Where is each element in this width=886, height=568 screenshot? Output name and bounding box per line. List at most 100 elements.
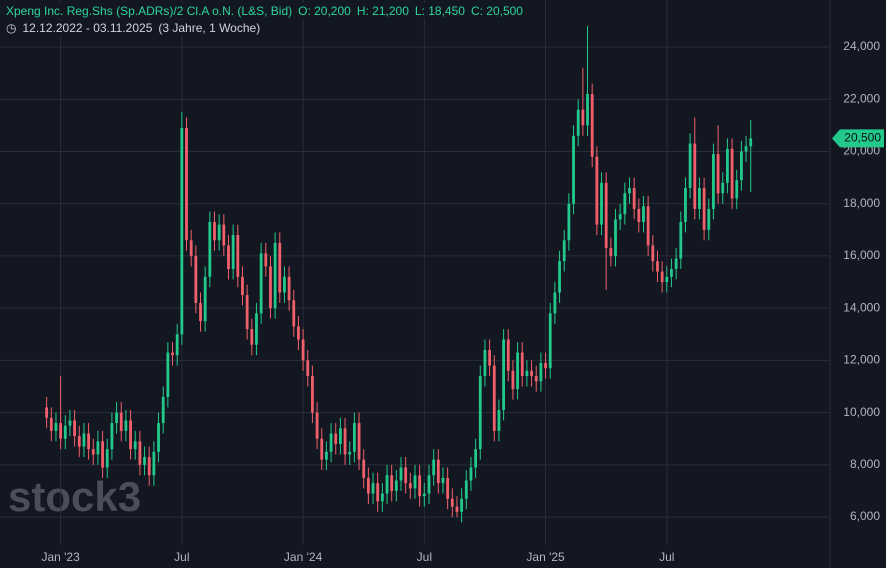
candle-body (665, 276, 669, 283)
candle-body (614, 219, 617, 256)
candle-body (82, 433, 86, 447)
candle-body (143, 457, 146, 465)
candle-body (376, 483, 380, 502)
candle-body (698, 188, 701, 209)
candle-body (576, 109, 580, 136)
candle-body (432, 459, 436, 476)
candle-body (520, 352, 524, 377)
grid-layer (0, 0, 831, 568)
candle-body (255, 313, 258, 345)
candle-body (264, 253, 268, 267)
candle-body (194, 255, 198, 303)
candle-body (572, 135, 575, 204)
candle-body (138, 441, 142, 465)
candle-body (749, 138, 753, 147)
candle-body (91, 449, 95, 455)
candle-body (404, 467, 408, 484)
candle-body (157, 423, 160, 452)
candle-body (436, 459, 440, 484)
candle-body (101, 441, 104, 468)
ohlc-label: O: 20,200 (298, 4, 351, 18)
candle-body (464, 480, 468, 499)
candle-body (49, 417, 53, 431)
candle-body (544, 362, 547, 369)
candle-body (534, 376, 538, 382)
ohlc-label: C: 20,500 (470, 4, 523, 18)
candle-body (301, 339, 305, 361)
candle-body (133, 441, 137, 450)
candle-body (208, 221, 212, 277)
candle-body (558, 261, 561, 293)
candle-body (222, 224, 226, 246)
candle-body (623, 193, 627, 215)
candle-body (586, 94, 589, 126)
candle-body (413, 475, 417, 489)
candle-body (651, 245, 655, 262)
candle-body (716, 154, 720, 194)
candle-body (87, 433, 90, 450)
candle-body (483, 349, 487, 377)
candle-body (161, 396, 165, 424)
candle-body (646, 206, 650, 246)
candle-body (147, 457, 151, 476)
candle-body (553, 292, 557, 314)
candle-body (702, 188, 706, 230)
candle-body (124, 420, 128, 431)
candle-body (325, 451, 328, 460)
candle-body (352, 423, 356, 452)
candle-body (441, 477, 445, 484)
candle-body (380, 493, 384, 502)
candle-body (213, 221, 216, 241)
candle-body (59, 423, 63, 439)
candle-body (590, 94, 594, 157)
candle-body (474, 449, 478, 468)
candle-body (292, 300, 296, 327)
candle-body (63, 425, 67, 439)
candle-body (744, 146, 748, 152)
candle-body (595, 156, 599, 225)
x-tick-label: Jul (659, 550, 674, 564)
candle-body (217, 224, 221, 241)
candle-body (371, 483, 375, 494)
candle-body (670, 268, 673, 277)
clock-icon: ◷ (6, 21, 17, 35)
candle-body (115, 412, 118, 424)
candle-body (506, 339, 510, 371)
candle-body (581, 109, 585, 126)
instrument-title: Xpeng Inc. Reg.Shs (Sp.ADRs)/2 Cl.A o.N.… (6, 4, 293, 18)
y-tick-label: 16,000 (843, 248, 880, 262)
candle-body (446, 477, 450, 499)
x-tick-label: Jan '23 (41, 550, 80, 564)
candle-body (54, 423, 58, 431)
candle-body (502, 339, 505, 411)
watermark: stock3 (8, 473, 141, 520)
candle-body (343, 428, 347, 455)
candle-body (273, 242, 277, 309)
candle-body (539, 362, 543, 382)
candle-body (656, 261, 659, 272)
y-tick-label: 14,000 (843, 300, 880, 314)
candle-body (171, 352, 174, 356)
y-tick-label: 10,000 (843, 405, 880, 419)
last-price-tag (832, 129, 884, 148)
x-tick-label: Jul (417, 550, 432, 564)
candle-body (478, 376, 482, 450)
candle-body (618, 214, 622, 220)
y-tick-label: 18,000 (843, 196, 880, 210)
candle-body (684, 188, 687, 222)
candle-body (492, 365, 496, 431)
candle-body (642, 206, 645, 222)
candle-body (450, 498, 454, 507)
candle-body (77, 436, 81, 447)
candle-body (175, 334, 179, 356)
candle-body (693, 143, 697, 209)
candle-body (637, 208, 641, 222)
candle-body (119, 412, 123, 431)
candle-body (488, 349, 492, 366)
candle-body (329, 433, 333, 452)
candle-body (600, 182, 603, 225)
candle-body (399, 467, 403, 481)
candle-body (320, 438, 324, 460)
candle-body (516, 352, 519, 390)
